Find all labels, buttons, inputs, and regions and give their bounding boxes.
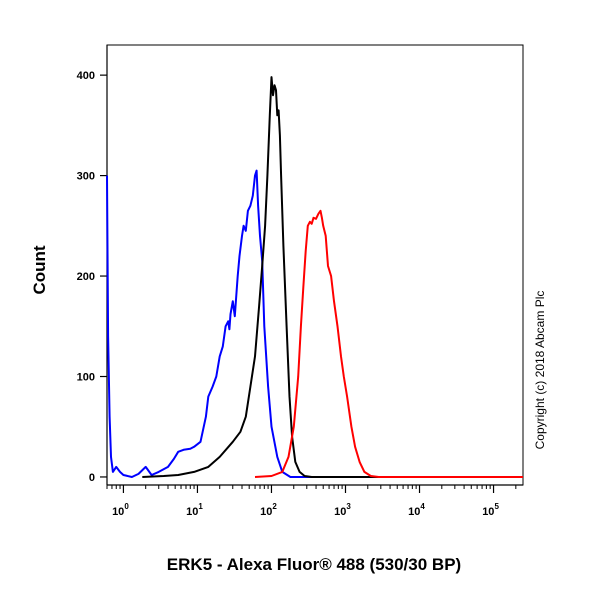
series-layer <box>106 76 523 478</box>
x-tick-label: 101 <box>186 502 203 518</box>
x-tick-label: 100 <box>112 502 129 518</box>
y-tick-label: 400 <box>77 70 95 82</box>
x-tick-label: 103 <box>334 502 351 518</box>
x-major-ticks: 100 101 102 103 104 105 <box>112 485 499 518</box>
plot-area: 100 101 102 103 104 105 0 100 200 300 400 <box>77 44 524 518</box>
x-tick-label: 104 <box>408 502 425 518</box>
blue-histogram <box>106 169 523 478</box>
y-tick-label: 100 <box>77 372 95 384</box>
y-ticks: 0 100 200 300 400 <box>77 70 107 484</box>
copyright-notice: Copyright (c) 2018 Abcam Plc <box>533 291 547 450</box>
x-tick-label: 105 <box>482 502 499 518</box>
x-axis-title: ERK5 - Alexa Fluor® 488 (530/30 BP) <box>167 555 461 574</box>
red-histogram <box>254 209 523 478</box>
y-tick-label: 0 <box>89 472 95 484</box>
black-histogram <box>142 76 523 478</box>
plot-frame <box>106 44 524 486</box>
x-tick-label: 102 <box>260 502 277 518</box>
x-minor-ticks <box>106 485 517 489</box>
y-tick-label: 200 <box>77 271 95 283</box>
y-axis-title: Count <box>30 245 49 294</box>
y-tick-label: 300 <box>77 171 95 183</box>
